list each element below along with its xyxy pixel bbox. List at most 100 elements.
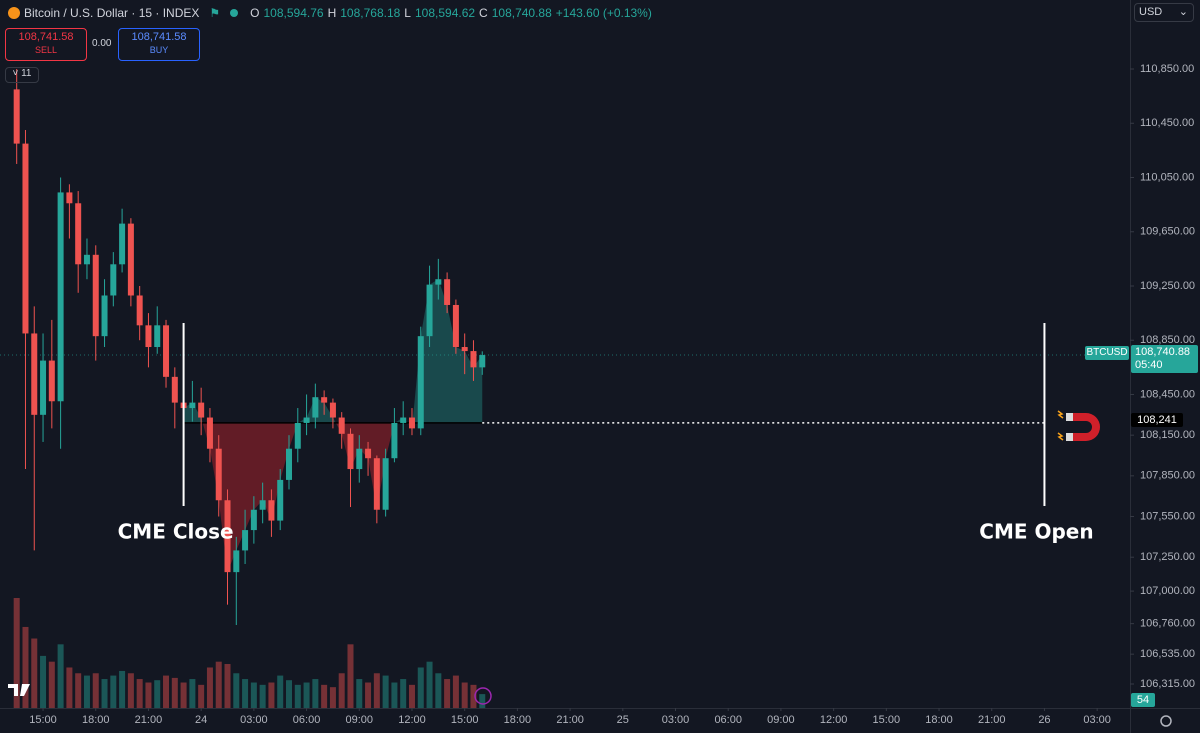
indicators-count: 11 xyxy=(21,68,32,79)
y-tick-label: 110,050.00 xyxy=(1140,171,1194,183)
high-label: H xyxy=(327,6,337,20)
symbol[interactable]: Bitcoin / U.S. Dollar · 15 · INDEX xyxy=(24,6,200,20)
candle-body xyxy=(356,448,363,470)
volume-bar xyxy=(452,675,459,708)
y-tick-label: 107,000.00 xyxy=(1140,585,1195,597)
candle-body xyxy=(426,284,433,337)
sell-button[interactable]: 108,741.58 SELL xyxy=(5,28,87,61)
sell-price: 108,741.58 xyxy=(18,31,74,43)
spread: 0.00 xyxy=(92,38,112,49)
volume-bar xyxy=(435,673,442,708)
cme-open-label: CME Open xyxy=(979,520,1093,544)
candle-body xyxy=(145,325,152,348)
volume-bar xyxy=(408,684,415,708)
candle-body xyxy=(163,325,170,377)
volume-bar xyxy=(338,673,345,708)
status-dot xyxy=(230,9,239,17)
volume-bar xyxy=(373,673,380,708)
volume-bar xyxy=(92,673,99,708)
y-tick-label: 108,150.00 xyxy=(1140,429,1195,441)
volume-bar xyxy=(206,667,213,708)
candle-body xyxy=(57,192,64,402)
volume-bar xyxy=(382,675,389,708)
magnet-body xyxy=(1072,413,1100,441)
volume-bar xyxy=(417,667,424,708)
candle-body xyxy=(303,417,310,423)
price-tag-countdown: 05:40 xyxy=(1135,359,1163,371)
candle-body xyxy=(435,279,442,285)
y-tick-label: 106,760.00 xyxy=(1140,618,1195,630)
candle-body xyxy=(365,448,372,459)
candle-body xyxy=(400,417,407,423)
candle-body xyxy=(40,360,47,415)
candle-body xyxy=(127,223,134,296)
candle-body xyxy=(101,295,108,337)
volume-bar xyxy=(66,667,73,708)
volume-bar xyxy=(286,680,293,708)
candle-body xyxy=(154,325,161,348)
volume-bar xyxy=(391,682,398,708)
x-tick-label: 18:00 xyxy=(504,714,532,726)
open: 108,594.76 xyxy=(263,6,324,20)
x-tick-label: 15:00 xyxy=(29,714,57,726)
candle-body xyxy=(224,500,231,573)
candle-body xyxy=(119,223,126,265)
volume-bar xyxy=(145,682,152,708)
candle-body xyxy=(277,479,284,521)
volume-bar xyxy=(277,675,284,708)
replay-icon[interactable] xyxy=(474,687,492,705)
candle-body xyxy=(242,530,249,551)
candle-body xyxy=(189,402,196,409)
candle-body xyxy=(347,433,354,470)
volume-bar xyxy=(329,687,336,708)
btc-icon xyxy=(8,7,20,19)
candle-body xyxy=(294,422,301,449)
flag[interactable]: ⚑ xyxy=(209,6,221,20)
buy-button[interactable]: 108,741.58 BUY xyxy=(118,28,200,61)
gap-tag: 108,241 xyxy=(1131,413,1183,427)
candle-body xyxy=(259,500,266,510)
currency-select[interactable]: USD ⌄ xyxy=(1134,3,1194,22)
candle-body xyxy=(470,351,477,368)
volume-bar xyxy=(312,679,319,708)
header: Bitcoin / U.S. Dollar · 15 · INDEX ⚑ O 10… xyxy=(8,6,652,20)
y-tick-label: 107,550.00 xyxy=(1140,510,1195,522)
settings-icon xyxy=(1160,715,1172,727)
x-tick-label: 18:00 xyxy=(925,714,953,726)
volume-bar xyxy=(259,684,266,708)
cme-close-label: CME Close xyxy=(118,520,234,544)
x-tick-label: 21:00 xyxy=(556,714,584,726)
volume-bar xyxy=(171,677,178,708)
x-tick-label: 03:00 xyxy=(1083,714,1111,726)
x-tick-label: 26 xyxy=(1038,714,1050,726)
buy-price: 108,741.58 xyxy=(131,31,187,43)
volume-bar xyxy=(198,684,205,708)
y-tick-label: 109,250.00 xyxy=(1140,280,1195,292)
volume-bar xyxy=(13,598,20,708)
sell-label: SELL xyxy=(34,45,58,55)
change: +143.60 (+0.13%) xyxy=(555,6,652,20)
candle-body xyxy=(110,264,117,296)
volume-bar xyxy=(119,670,126,708)
x-tick-label: 09:00 xyxy=(767,714,795,726)
candle-body xyxy=(215,448,222,501)
volume-bar xyxy=(31,638,38,708)
x-tick-label: 21:00 xyxy=(135,714,163,726)
volume-bar xyxy=(242,679,249,708)
volume-bar xyxy=(250,682,257,708)
x-tick-label: 15:00 xyxy=(451,714,479,726)
candle-body xyxy=(408,417,415,429)
volume-bar xyxy=(294,684,301,708)
y-tick-label: 106,315.00 xyxy=(1140,678,1195,690)
candle-body xyxy=(92,254,99,337)
volume-bar xyxy=(101,679,108,708)
candle-body xyxy=(206,417,213,449)
y-tick-label: 109,650.00 xyxy=(1140,226,1195,238)
indicators-toggle[interactable]: ˅ 11 xyxy=(5,67,39,83)
volume-bar xyxy=(154,680,161,708)
candle-body xyxy=(83,254,90,265)
x-tick-label: 03:00 xyxy=(240,714,268,726)
magnet-tip xyxy=(1066,433,1073,441)
candle-body xyxy=(391,422,398,459)
x-tick-label: 24 xyxy=(195,714,207,726)
